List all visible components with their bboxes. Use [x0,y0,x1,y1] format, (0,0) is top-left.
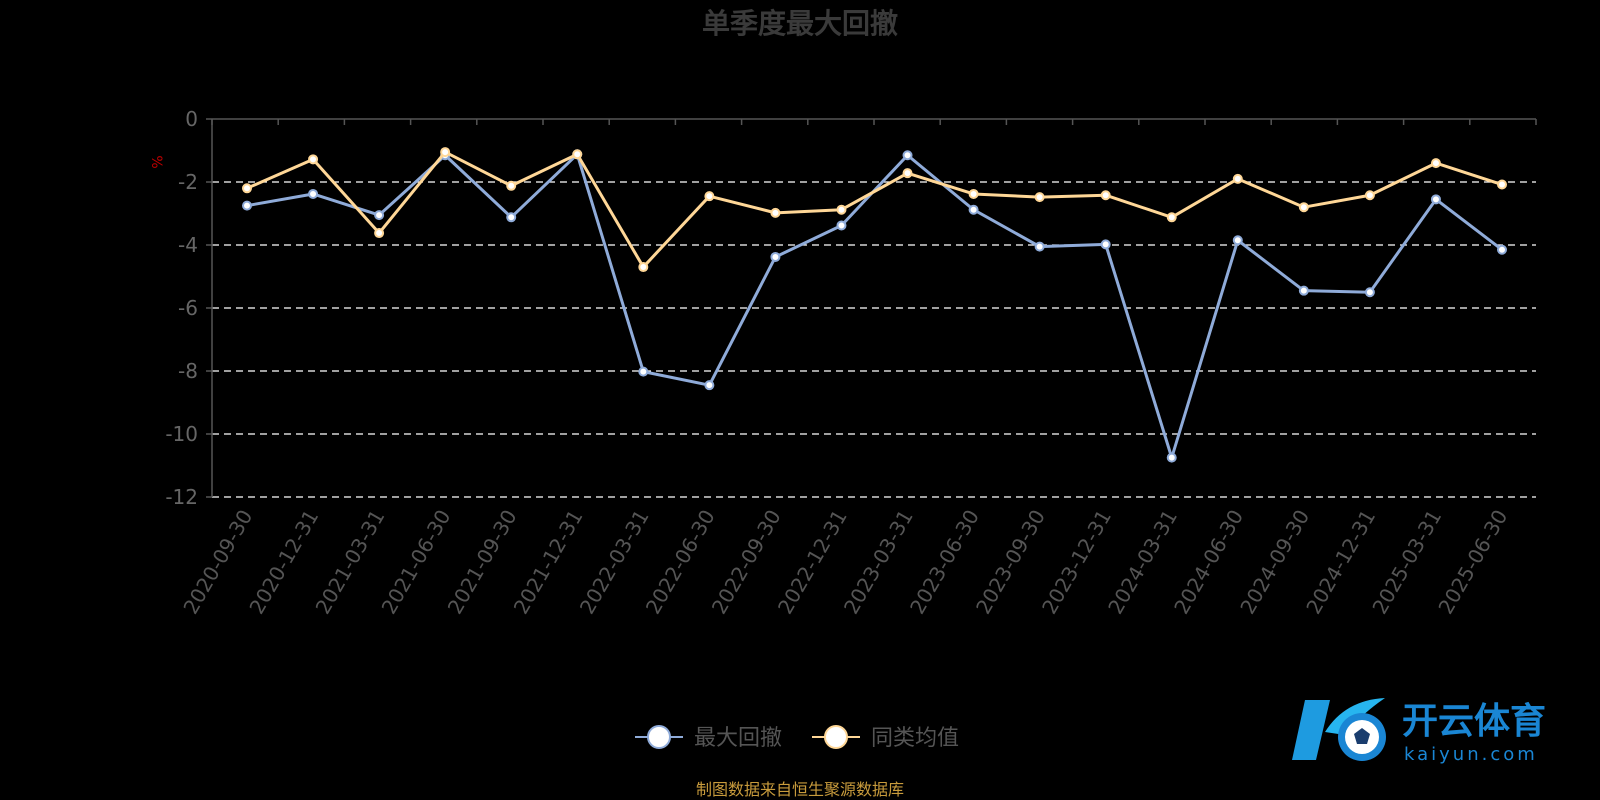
data-point [704,380,715,391]
data-point [1298,285,1309,296]
x-tick-label: 2023-09-30 [971,506,1050,619]
data-point [1166,212,1177,223]
data-point [902,168,913,179]
legend-swatch-marker [824,725,848,749]
legend-item-1[interactable]: 最大回撤 [635,725,782,751]
data-point [440,147,451,158]
watermark-url: kaiyun.com [1404,744,1538,765]
x-tick-label: 2023-03-31 [839,506,918,619]
logo-k-shape [1292,700,1330,760]
x-tick-label: 2024-09-30 [1235,506,1314,619]
x-tick-label: 2022-09-30 [707,506,786,619]
x-axis-ticks: 2020-09-302020-12-312021-03-312021-06-30… [178,505,1512,618]
y-tick-label: -6 [178,296,198,320]
x-tick-label: 2023-12-31 [1037,506,1116,619]
x-tick-label: 2020-12-31 [244,506,323,619]
series-line [246,150,1503,269]
data-point [836,220,847,231]
data-point [1232,173,1243,184]
data-point [1034,192,1045,203]
watermark-name: 开云体育 [1402,701,1546,742]
data-point [374,210,385,221]
data-point [638,366,649,377]
data-point [572,149,583,160]
x-tick-label: 2025-06-30 [1433,506,1512,619]
x-tick-label: 2021-09-30 [443,506,522,619]
y-axis-label: % [148,155,164,168]
data-point [704,191,715,202]
data-point [308,154,319,165]
data-point [836,204,847,215]
axes [206,118,1537,498]
legend-label: 同类均值 [871,726,959,751]
data-point [1430,194,1441,205]
legend-swatch-marker [647,725,671,749]
data-point [308,188,319,199]
data-point [1364,287,1375,298]
watermark-logo: 开云体育 kaiyun.com [1292,698,1546,765]
y-axis-ticks: 0 -2 -4 -6 -8 -10 -12 [165,107,198,509]
x-tick-label: 2022-12-31 [773,506,852,619]
data-point [968,188,979,199]
data-point [1298,202,1309,213]
legend-item-2[interactable]: 同类均值 [812,725,959,751]
series-2 [242,147,1507,273]
x-tick-label: 2022-06-30 [641,506,720,619]
data-point [1364,190,1375,201]
legend-label: 最大回撤 [694,726,782,751]
y-tick-label: -8 [178,359,198,383]
data-point [1100,239,1111,250]
series-lines [242,147,1507,463]
x-tick-label: 2022-03-31 [575,506,654,619]
data-point [1232,235,1243,246]
y-tick-label: 0 [185,107,198,131]
x-tick-label: 2024-06-30 [1169,506,1248,619]
data-point [506,180,517,191]
data-point [1497,179,1507,190]
grid-lines [212,181,1536,498]
x-tick-label: 2023-06-30 [905,505,984,618]
x-tick-label: 2021-12-31 [509,506,588,619]
x-tick-label: 2021-06-30 [377,506,456,619]
series-line [246,152,1503,460]
data-point [902,150,913,161]
x-tick-label: 2024-03-31 [1103,506,1182,619]
data-point [1034,241,1045,252]
y-tick-label: -10 [165,422,198,446]
x-tick-label: 2024-12-31 [1301,506,1380,619]
series-1 [242,149,1507,463]
y-tick-label: -4 [178,233,198,257]
x-tick-label: 2021-03-31 [311,506,390,619]
data-point [770,207,781,218]
data-point [1166,452,1177,463]
data-point [1100,190,1111,201]
data-point [1497,244,1507,255]
data-point [374,228,385,239]
data-point [968,204,979,215]
data-point [770,251,781,262]
legend[interactable]: 最大回撤 同类均值 [635,725,959,751]
x-tick-label: 2025-03-31 [1367,506,1446,619]
data-point [242,183,252,194]
y-tick-label: -2 [178,170,198,194]
data-point [638,262,649,273]
data-point [242,200,252,211]
data-point [1430,158,1441,169]
chart-title: 单季度最大回撤 [702,7,898,40]
x-tick-label: 2020-09-30 [178,506,257,619]
data-point [506,212,517,223]
y-tick-label: -12 [165,485,198,509]
source-note: 制图数据来自恒生聚源数据库 [696,780,904,799]
